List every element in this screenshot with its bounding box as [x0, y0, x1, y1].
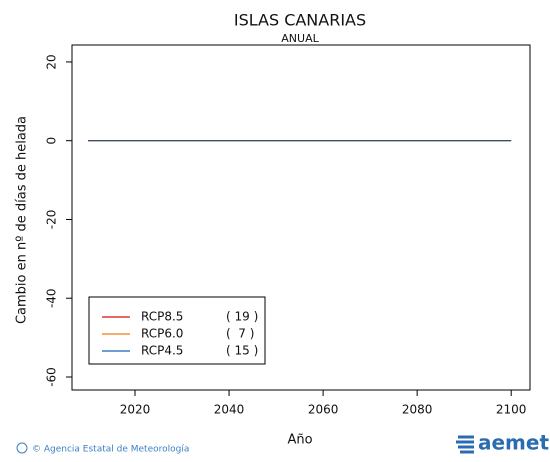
- x-tick-label: 2100: [496, 403, 527, 417]
- y-tick-label: -20: [45, 210, 59, 230]
- plot-frame: [71, 44, 531, 391]
- x-tick-label: 2040: [214, 403, 245, 417]
- logo-stripes: [456, 435, 474, 454]
- y-tick-label: -60: [45, 367, 59, 387]
- x-tick-label: 2060: [308, 403, 339, 417]
- source: © Agencia Estatal de Meteorología: [32, 445, 189, 455]
- y-tick-label: 0: [45, 137, 59, 145]
- legend-box: [88, 296, 266, 365]
- x-tick-label: 2020: [120, 403, 151, 417]
- logo: aemet: [478, 431, 549, 455]
- legend: RCP8.5 ( 19 ) RCP6.0 ( 7 ) RCP4.5 ( 15 ): [88, 296, 266, 365]
- legend-count: ( 15 ): [226, 344, 258, 358]
- y-tick-label: -40: [45, 288, 59, 308]
- legend-label: RCP6.0: [141, 327, 183, 341]
- chart-title: ISLAS CANARIAS: [234, 11, 366, 30]
- x-tick-label: 2080: [402, 403, 433, 417]
- logo-mark: [456, 435, 474, 454]
- source-icon: [16, 442, 28, 454]
- legend-count: ( 7 ): [226, 327, 254, 341]
- y-tick-label: 20: [45, 54, 59, 69]
- legend-count: ( 19 ): [226, 310, 258, 324]
- legend-label: RCP4.5: [141, 344, 183, 358]
- y-axis-label: Cambio en nº de días de helada: [15, 116, 30, 324]
- x-axis-label: Año: [287, 433, 312, 448]
- legend-label: RCP8.5: [141, 310, 183, 324]
- chart-subtitle: ANUAL: [281, 32, 319, 45]
